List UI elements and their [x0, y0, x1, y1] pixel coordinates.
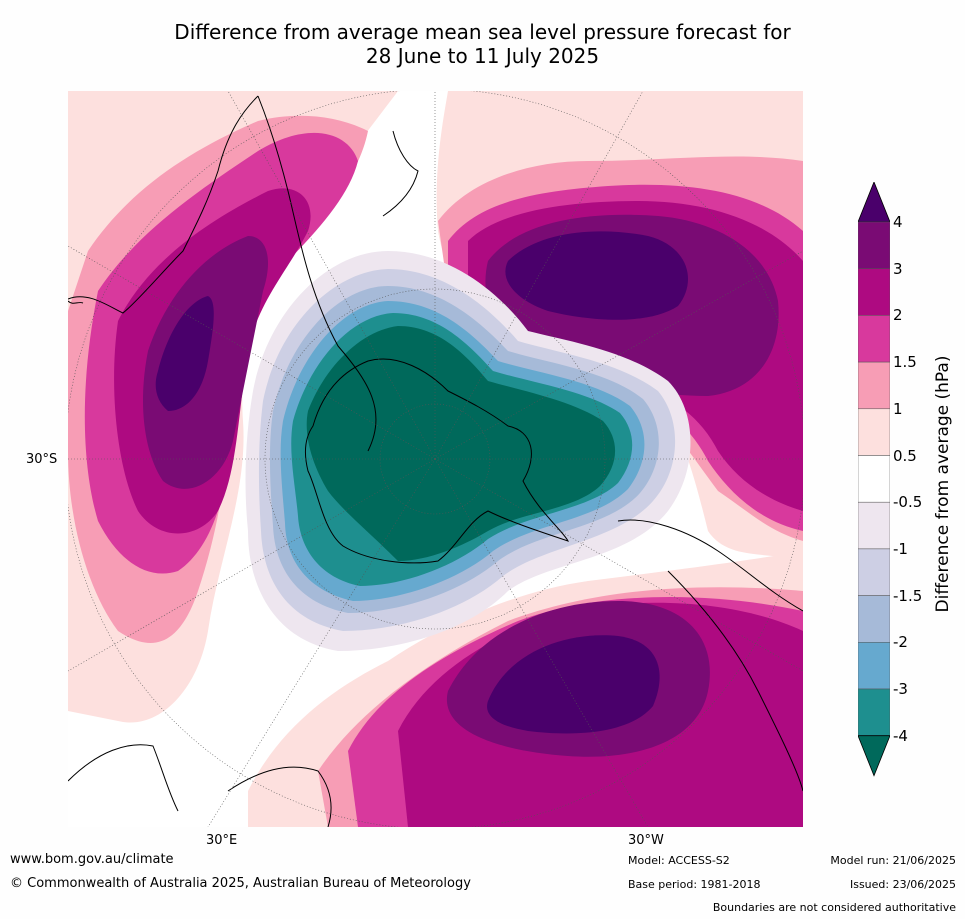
map-title: Difference from average mean sea level p… — [0, 20, 965, 68]
colorbar-extend-min — [858, 735, 890, 777]
colorbar-tick-label: 1 — [893, 399, 903, 418]
colorbar-segment — [858, 642, 890, 690]
footer-model: Model: ACCESS-S2 — [628, 854, 730, 867]
colorbar-tick-label: 0.5 — [893, 446, 917, 465]
positive-anomaly-max-region — [505, 231, 688, 320]
graticule — [68, 91, 803, 827]
colorbar-tick-label: 2 — [893, 306, 903, 325]
colorbar-tick-label: 4 — [893, 213, 903, 231]
positive-anomaly-max-region — [155, 296, 214, 411]
colorbar-tick-label: -1 — [893, 539, 908, 558]
colorbar-segment — [858, 268, 890, 316]
colorbar-tick-label: -4 — [893, 726, 908, 745]
negative-anomaly-deep-teal-region — [306, 326, 616, 561]
southern-africa-coastline — [68, 744, 332, 827]
south-america-coastline — [617, 519, 803, 792]
colorbar-tick-label: 3 — [893, 259, 903, 278]
colorbar — [858, 182, 890, 777]
colorbar-segment — [858, 408, 890, 456]
footer-url[interactable]: www.bom.gov.au/climate — [10, 852, 174, 867]
title-line-2: 28 June to 11 July 2025 — [365, 44, 600, 68]
colorbar-segment — [858, 688, 890, 736]
colorbar-segment — [858, 455, 890, 503]
colorbar-segment — [858, 221, 890, 269]
colorbar-segment — [858, 361, 890, 410]
latitude-label-30s: 30°S — [26, 452, 58, 467]
antarctica-coastline — [305, 358, 569, 564]
colorbar-segment — [858, 501, 890, 550]
australia-coastline — [68, 95, 377, 452]
coastlines — [68, 95, 803, 827]
footer-model-run: Model run: 21/06/2025 — [830, 854, 956, 867]
colorbar-tick-label: 1.5 — [893, 353, 917, 372]
footer-disclaimer: Boundaries are not considered authoritat… — [712, 901, 956, 914]
colorbar-tick-label: -1.5 — [893, 586, 923, 605]
colorbar-tick-label: -0.5 — [893, 493, 923, 512]
title-line-1: Difference from average mean sea level p… — [174, 20, 791, 44]
colorbar-label: Difference from average (hPa) — [933, 355, 953, 613]
colorbar-segment — [858, 548, 890, 596]
colorbar-tick-label: -2 — [893, 633, 908, 652]
positive-anomaly-max-region — [487, 635, 660, 734]
pressure-anomaly-map — [68, 91, 803, 827]
colorbar-extend-max — [858, 182, 890, 223]
colorbar-tick-label: -3 — [893, 680, 908, 698]
colorbar-segment — [858, 315, 890, 363]
longitude-label-30w: 30°W — [628, 833, 664, 848]
footer-base-period: Base period: 1981-2018 — [628, 878, 761, 891]
longitude-label-30e: 30°E — [206, 833, 238, 848]
colorbar-segment — [858, 595, 890, 643]
new-zealand-coastline — [382, 130, 419, 217]
footer-issued: Issued: 23/06/2025 — [849, 878, 956, 891]
footer-copyright: © Commonwealth of Australia 2025, Austra… — [10, 876, 471, 891]
